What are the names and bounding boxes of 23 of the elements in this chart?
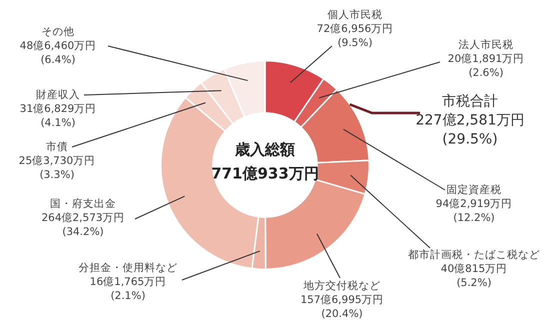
- slice-label: 個人市民税: [328, 8, 382, 21]
- slice-label: 固定資産税: [446, 182, 502, 196]
- slice-label: 財産収入: [36, 88, 80, 101]
- slice-label: 地方交付税など: [302, 278, 380, 292]
- data-label: 25億3,730万円 (3.3%): [18, 154, 96, 181]
- text: 市税合計 227億2,581万円 (29.5%): [416, 94, 524, 148]
- text: 歳入総額: [234, 140, 295, 158]
- data-label: 16億1,765万円 (2.1%): [90, 274, 166, 302]
- data-label: 48億6,460万円 (6.4%): [20, 38, 96, 66]
- data-label: 40億815万円 (5.2%): [440, 262, 508, 289]
- slice-label: 都市計画税・たばこ税など: [408, 248, 540, 261]
- slice-label: 分担金・使用料など: [78, 260, 178, 274]
- data-label: 157億6,995万円 (20.4%): [300, 292, 384, 320]
- data-label: 31億6,829万円 (4.1%): [20, 102, 96, 129]
- slice-label: 法人市民税: [458, 38, 514, 51]
- data-label: 264億2,573万円 (34.2%): [41, 210, 125, 238]
- slice-label: その他: [42, 26, 74, 38]
- slice-label: 市債: [46, 140, 68, 153]
- text: 771億933万円: [211, 164, 319, 182]
- data-label: 20億1,891万円 (2.6%): [448, 52, 524, 79]
- data-label: 94億2,919万円 (12.2%): [436, 196, 512, 224]
- slice-label: 国・府支出金: [50, 196, 116, 210]
- data-label: 72億6,956万円 (9.5%): [316, 22, 394, 49]
